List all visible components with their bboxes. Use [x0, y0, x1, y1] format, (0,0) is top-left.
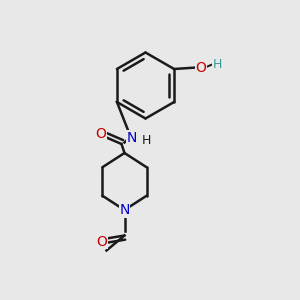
Text: O: O	[196, 61, 206, 74]
Text: O: O	[97, 235, 107, 248]
Text: H: H	[213, 58, 222, 71]
Text: H: H	[141, 134, 151, 148]
Text: N: N	[119, 203, 130, 217]
Text: N: N	[127, 131, 137, 145]
Text: O: O	[96, 127, 106, 141]
